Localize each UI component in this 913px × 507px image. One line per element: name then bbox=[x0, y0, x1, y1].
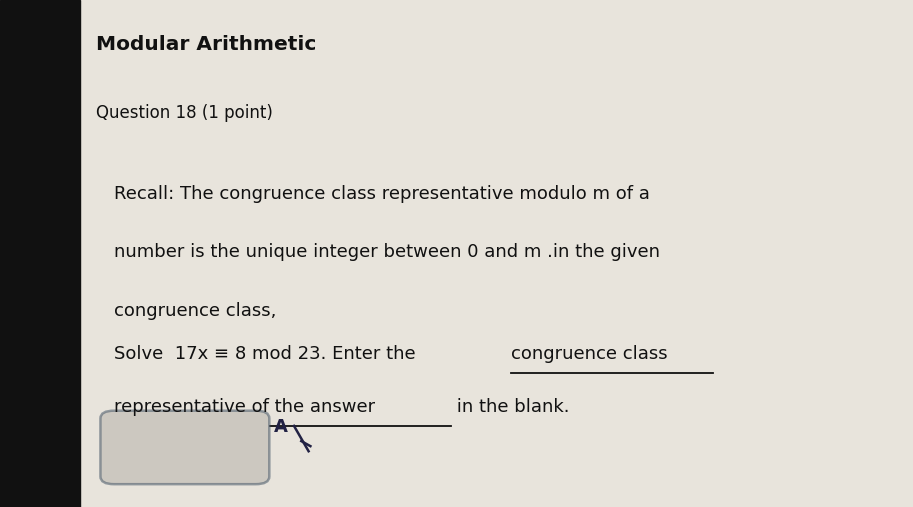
Text: in the blank.: in the blank. bbox=[451, 398, 570, 416]
Text: congruence class: congruence class bbox=[510, 345, 667, 363]
Text: Recall: The congruence class representative modulo m of a: Recall: The congruence class representat… bbox=[114, 185, 650, 203]
Text: Solve  17x ≡ 8 mod 23. Enter the: Solve 17x ≡ 8 mod 23. Enter the bbox=[114, 345, 422, 363]
Text: Question 18 (1 point): Question 18 (1 point) bbox=[96, 104, 273, 122]
Text: number is the unique integer between 0 and m .in the given: number is the unique integer between 0 a… bbox=[114, 243, 660, 262]
Text: Modular Arithmetic: Modular Arithmetic bbox=[96, 35, 316, 54]
Text: A: A bbox=[274, 418, 288, 436]
FancyBboxPatch shape bbox=[100, 411, 269, 484]
Text: congruence class,: congruence class, bbox=[114, 302, 277, 320]
Bar bbox=[0, 0, 80, 507]
Text: representative of the answer: representative of the answer bbox=[114, 398, 375, 416]
